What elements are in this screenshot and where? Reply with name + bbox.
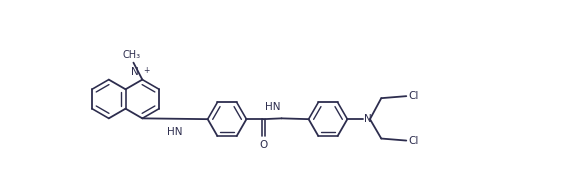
Text: Cl: Cl <box>409 136 419 146</box>
Text: +: + <box>143 66 150 75</box>
Text: HN: HN <box>265 102 280 112</box>
Text: N: N <box>364 114 372 124</box>
Text: Cl: Cl <box>409 91 419 101</box>
Text: N: N <box>131 67 139 77</box>
Text: HN: HN <box>167 127 183 137</box>
Text: CH₃: CH₃ <box>123 50 141 60</box>
Text: O: O <box>259 140 268 150</box>
